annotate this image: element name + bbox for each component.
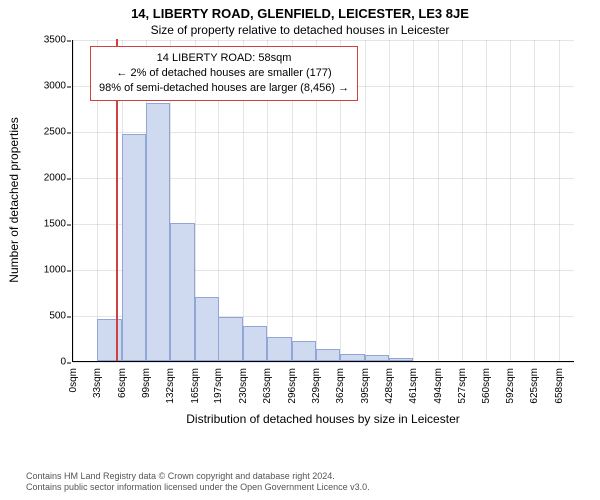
x-tick-label: 461sqm <box>408 368 419 408</box>
gridline-v <box>73 40 74 361</box>
histogram-bar <box>170 223 194 361</box>
x-tick-label: 33sqm <box>92 368 103 408</box>
y-tick-label: 3000 <box>44 81 66 92</box>
x-tick-label: 625sqm <box>529 368 540 408</box>
histogram-bar <box>267 337 291 361</box>
histogram-bar <box>195 297 219 361</box>
x-tick-label: 296sqm <box>287 368 298 408</box>
x-axis-label: Distribution of detached houses by size … <box>72 412 574 426</box>
histogram-bar <box>243 326 267 361</box>
callout-line-1: 14 LIBERTY ROAD: 58sqm <box>99 51 349 66</box>
gridline-h <box>73 362 574 363</box>
gridline-v <box>365 40 366 361</box>
y-tick-label: 3500 <box>44 35 66 46</box>
x-tick-label: 197sqm <box>213 368 224 408</box>
gridline-v <box>413 40 414 361</box>
x-tick-label: 362sqm <box>335 368 346 408</box>
x-tick-label: 592sqm <box>505 368 516 408</box>
x-tick-label: 263sqm <box>262 368 273 408</box>
footer-attribution: Contains HM Land Registry data © Crown c… <box>26 471 370 494</box>
y-tick-label: 2500 <box>44 127 66 138</box>
footer-line-1: Contains HM Land Registry data © Crown c… <box>26 471 370 483</box>
gridline-v <box>486 40 487 361</box>
gridline-v <box>462 40 463 361</box>
x-tick-label: 527sqm <box>457 368 468 408</box>
x-tick-label: 329sqm <box>311 368 322 408</box>
chart-title: 14, LIBERTY ROAD, GLENFIELD, LEICESTER, … <box>0 0 600 21</box>
chart-container: 14, LIBERTY ROAD, GLENFIELD, LEICESTER, … <box>0 0 600 500</box>
gridline-v <box>389 40 390 361</box>
gridline-v <box>559 40 560 361</box>
histogram-bar <box>340 354 364 361</box>
x-tick-label: 395sqm <box>360 368 371 408</box>
x-tick-label: 132sqm <box>165 368 176 408</box>
gridline-v <box>534 40 535 361</box>
x-tick-label: 0sqm <box>68 368 79 408</box>
histogram-bar <box>218 317 242 361</box>
callout-line-2: ← 2% of detached houses are smaller (177… <box>99 66 349 81</box>
x-tick-label: 99sqm <box>141 368 152 408</box>
histogram-bar <box>122 134 146 361</box>
histogram-bar <box>316 349 340 361</box>
footer-line-2: Contains public sector information licen… <box>26 482 370 494</box>
histogram-bar <box>389 358 413 361</box>
histogram-bar <box>146 103 170 361</box>
x-tick-label: 658sqm <box>554 368 565 408</box>
y-tick-label: 1000 <box>44 265 66 276</box>
histogram-bar <box>292 341 316 361</box>
y-tick-label: 500 <box>49 311 66 322</box>
x-tick-label: 165sqm <box>190 368 201 408</box>
y-axis-label: Number of detached properties <box>7 100 21 300</box>
x-tick-label: 66sqm <box>117 368 128 408</box>
histogram-bar <box>97 319 121 361</box>
chart-subtitle: Size of property relative to detached ho… <box>0 21 600 37</box>
y-tick-label: 2000 <box>44 173 66 184</box>
y-tick-label: 1500 <box>44 219 66 230</box>
gridline-v <box>510 40 511 361</box>
callout-line-3: 98% of semi-detached houses are larger (… <box>99 81 349 96</box>
callout-box: 14 LIBERTY ROAD: 58sqm ← 2% of detached … <box>90 46 358 101</box>
x-tick-label: 230sqm <box>238 368 249 408</box>
x-tick-label: 560sqm <box>481 368 492 408</box>
y-tick-label: 0 <box>60 357 66 368</box>
x-tick-label: 428sqm <box>384 368 395 408</box>
x-tick-label: 494sqm <box>433 368 444 408</box>
gridline-h <box>73 40 574 41</box>
histogram-bar <box>365 355 389 361</box>
gridline-v <box>438 40 439 361</box>
